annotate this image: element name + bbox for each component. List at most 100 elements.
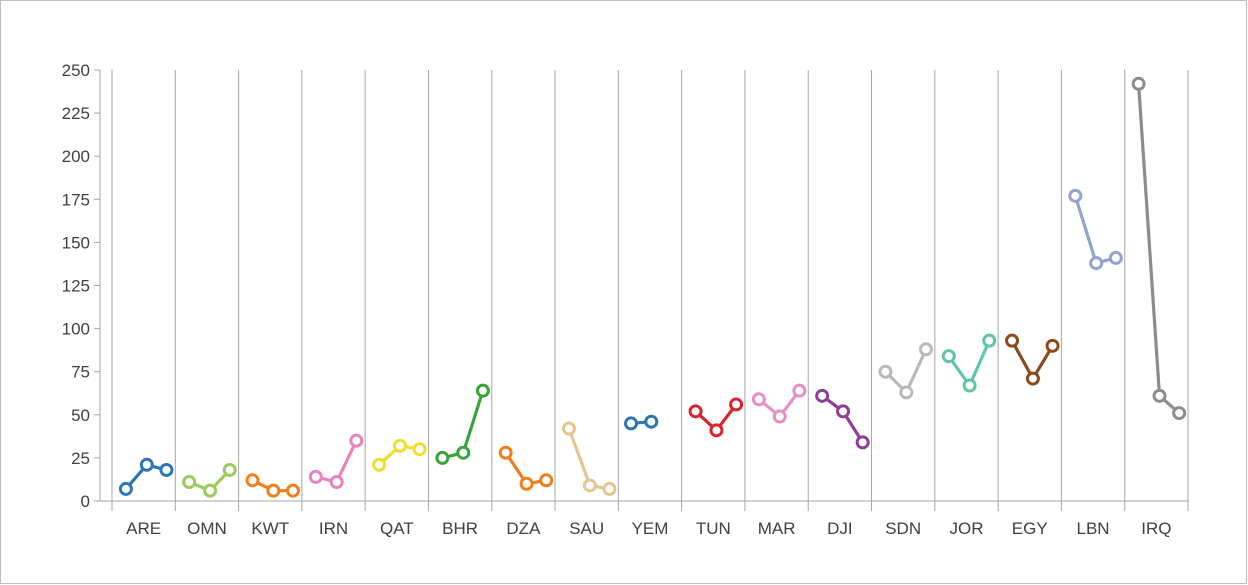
series-irq xyxy=(1131,76,1187,421)
x-category-label: SAU xyxy=(569,519,604,538)
data-point xyxy=(899,385,914,400)
data-point xyxy=(372,457,387,472)
data-point xyxy=(855,435,870,450)
series-line xyxy=(821,394,865,444)
grid-lines xyxy=(111,70,1189,511)
series-mar xyxy=(751,383,807,424)
series-egy xyxy=(1005,333,1060,386)
data-point xyxy=(435,450,450,465)
series-irn xyxy=(308,433,364,490)
series-dza xyxy=(498,445,554,491)
data-point xyxy=(1068,188,1083,203)
data-point xyxy=(498,445,513,460)
data-point xyxy=(222,462,237,477)
x-category-label: MAR xyxy=(758,519,796,538)
y-tick-label: 25 xyxy=(71,449,90,468)
series-lbn xyxy=(1068,188,1123,271)
series-qat xyxy=(372,438,427,472)
series-yem xyxy=(624,414,659,431)
x-axis-labels: ARE OMN KWT IRN QAT BHR DZA SAU YEM TUN MAR DJI SDN J… xyxy=(126,519,1171,538)
x-category-label: KWT xyxy=(251,519,289,538)
data-point xyxy=(582,478,597,493)
data-point xyxy=(1025,371,1040,386)
x-category-label: ARE xyxy=(126,519,161,538)
y-tick-label: 250 xyxy=(62,61,90,80)
data-point xyxy=(772,409,787,424)
data-point xyxy=(1089,256,1104,271)
y-tick-label: 225 xyxy=(62,104,90,123)
y-tick-label: 125 xyxy=(62,277,90,296)
series-omn xyxy=(182,462,237,498)
data-point xyxy=(539,473,554,488)
data-point xyxy=(792,383,807,398)
data-point xyxy=(1108,250,1123,265)
series-kwt xyxy=(245,473,301,498)
y-tick-label: 100 xyxy=(62,320,90,339)
data-point xyxy=(519,476,534,491)
data-point xyxy=(266,483,281,498)
y-axis-ticks: 0 25 50 75 100 125 150 175 200 225 250 xyxy=(62,61,100,511)
data-point xyxy=(1172,406,1187,421)
data-point xyxy=(709,423,724,438)
x-category-label: JOR xyxy=(949,519,983,538)
data-point xyxy=(308,469,323,484)
x-category-label: DZA xyxy=(506,519,541,538)
y-tick-label: 75 xyxy=(71,363,90,382)
y-tick-label: 50 xyxy=(71,406,90,425)
data-point xyxy=(182,475,197,490)
series-group xyxy=(118,76,1187,498)
axes xyxy=(99,70,1188,502)
data-point xyxy=(624,416,639,431)
data-point xyxy=(329,475,344,490)
series-line xyxy=(1073,195,1117,265)
data-point xyxy=(475,383,490,398)
y-tick-label: 175 xyxy=(62,190,90,209)
series-sau xyxy=(561,421,617,496)
series-are xyxy=(118,457,174,496)
x-category-label: BHR xyxy=(442,519,478,538)
data-point xyxy=(561,421,576,436)
x-category-label: SDN xyxy=(885,519,921,538)
data-point xyxy=(1152,388,1167,403)
x-category-label: OMN xyxy=(187,519,227,538)
series-tun xyxy=(688,397,744,438)
data-point xyxy=(602,481,617,496)
y-tick-label: 0 xyxy=(81,492,90,511)
series-jor xyxy=(941,333,997,393)
data-point xyxy=(941,349,956,364)
data-point xyxy=(815,388,830,403)
data-point xyxy=(203,483,218,498)
y-tick-label: 150 xyxy=(62,233,90,252)
data-point xyxy=(245,473,260,488)
series-dji xyxy=(815,388,870,450)
data-point xyxy=(1005,333,1020,348)
data-point xyxy=(456,445,471,460)
series-line xyxy=(1137,83,1181,415)
x-category-label: EGY xyxy=(1012,519,1048,538)
data-point xyxy=(159,462,174,477)
data-point xyxy=(962,378,977,393)
data-point xyxy=(392,438,407,453)
x-category-label: DJI xyxy=(827,519,853,538)
data-point xyxy=(878,364,893,379)
data-point xyxy=(349,433,364,448)
series-sdn xyxy=(878,342,933,400)
x-category-label: IRN xyxy=(319,519,348,538)
data-point xyxy=(918,342,933,357)
data-point xyxy=(644,414,659,429)
x-category-label: LBN xyxy=(1077,519,1110,538)
data-point xyxy=(1045,338,1060,353)
data-point xyxy=(688,404,703,419)
data-point xyxy=(836,404,851,419)
x-category-label: YEM xyxy=(632,519,669,538)
x-category-label: IRQ xyxy=(1141,519,1171,538)
data-point xyxy=(139,457,154,472)
data-point xyxy=(751,392,766,407)
series-bhr xyxy=(435,383,490,465)
x-category-label: QAT xyxy=(380,519,414,538)
data-point xyxy=(729,397,744,412)
data-point xyxy=(286,483,301,498)
y-tick-label: 200 xyxy=(62,147,90,166)
x-category-label: TUN xyxy=(696,519,731,538)
